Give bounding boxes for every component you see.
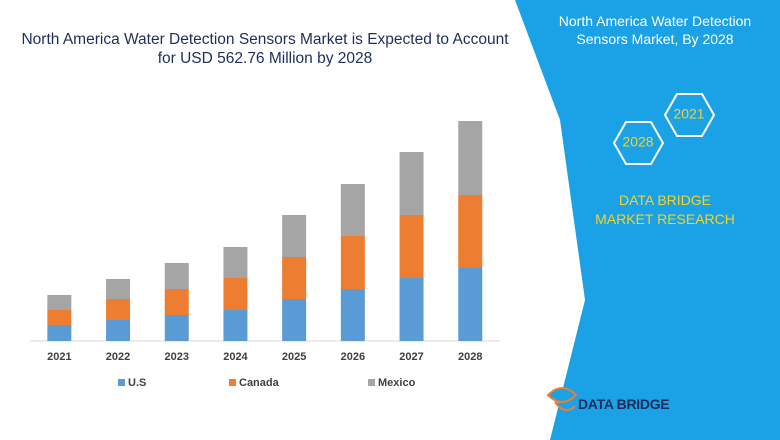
bar-segment	[164, 315, 189, 341]
x-tick-label: 2028	[458, 351, 482, 363]
bar-segment	[47, 325, 72, 341]
x-tick-label: 2024	[223, 351, 248, 363]
bar-segment	[458, 121, 483, 195]
hex-label: 2028	[622, 134, 653, 150]
hex-label: 2021	[673, 106, 704, 122]
legend-swatch	[368, 379, 375, 386]
bar-segment	[340, 184, 365, 236]
bar-segment	[458, 195, 483, 268]
x-tick-label: 2021	[47, 351, 71, 363]
bar-segment	[106, 279, 131, 299]
bar-segment	[223, 278, 248, 310]
x-tick-label: 2025	[282, 351, 306, 363]
bar-segment	[282, 215, 307, 257]
bar-segment	[282, 299, 307, 341]
bar-segment	[223, 247, 248, 278]
bar-segment	[47, 295, 72, 310]
legend-swatch	[118, 379, 125, 386]
bar-segment	[223, 310, 248, 341]
bar-segment	[340, 289, 365, 341]
bar-segment	[399, 152, 424, 215]
bar-segment	[106, 299, 131, 320]
x-tick-label: 2023	[165, 351, 189, 363]
bar-segment	[106, 320, 131, 341]
x-tick-label: 2022	[106, 351, 130, 363]
bar-segment	[164, 263, 189, 289]
bar-segment	[282, 257, 307, 299]
x-tick-label: 2027	[399, 351, 423, 363]
side-panel	[515, 0, 780, 440]
legend-swatch	[229, 379, 236, 386]
chart-title: North America Water Detection Sensors Ma…	[21, 31, 509, 67]
x-tick-label: 2026	[341, 351, 365, 363]
hexagon	[663, 93, 716, 137]
bar-segment	[399, 278, 424, 341]
logo-text: DATA BRIDGE	[578, 396, 670, 412]
hexagon	[612, 121, 665, 165]
bar-segment	[164, 289, 189, 315]
plot: 2021 2022 2023 2024 2025 2026 2027 2028 U.S Canad…	[47, 121, 482, 389]
bar-segment	[340, 236, 365, 289]
bar-segment	[47, 310, 72, 325]
bar-segment	[399, 215, 424, 278]
brand-name: DATA BRIDGE MARKET RESEARCH	[595, 192, 735, 227]
bar-segment	[458, 268, 483, 341]
panel-heading: North America Water Detection Sensors Ma…	[558, 13, 752, 47]
legend-label: Canada	[239, 377, 280, 389]
legend-label: U.S	[128, 377, 146, 389]
logo-icon	[546, 387, 578, 412]
legend-label: Mexico	[378, 377, 416, 389]
